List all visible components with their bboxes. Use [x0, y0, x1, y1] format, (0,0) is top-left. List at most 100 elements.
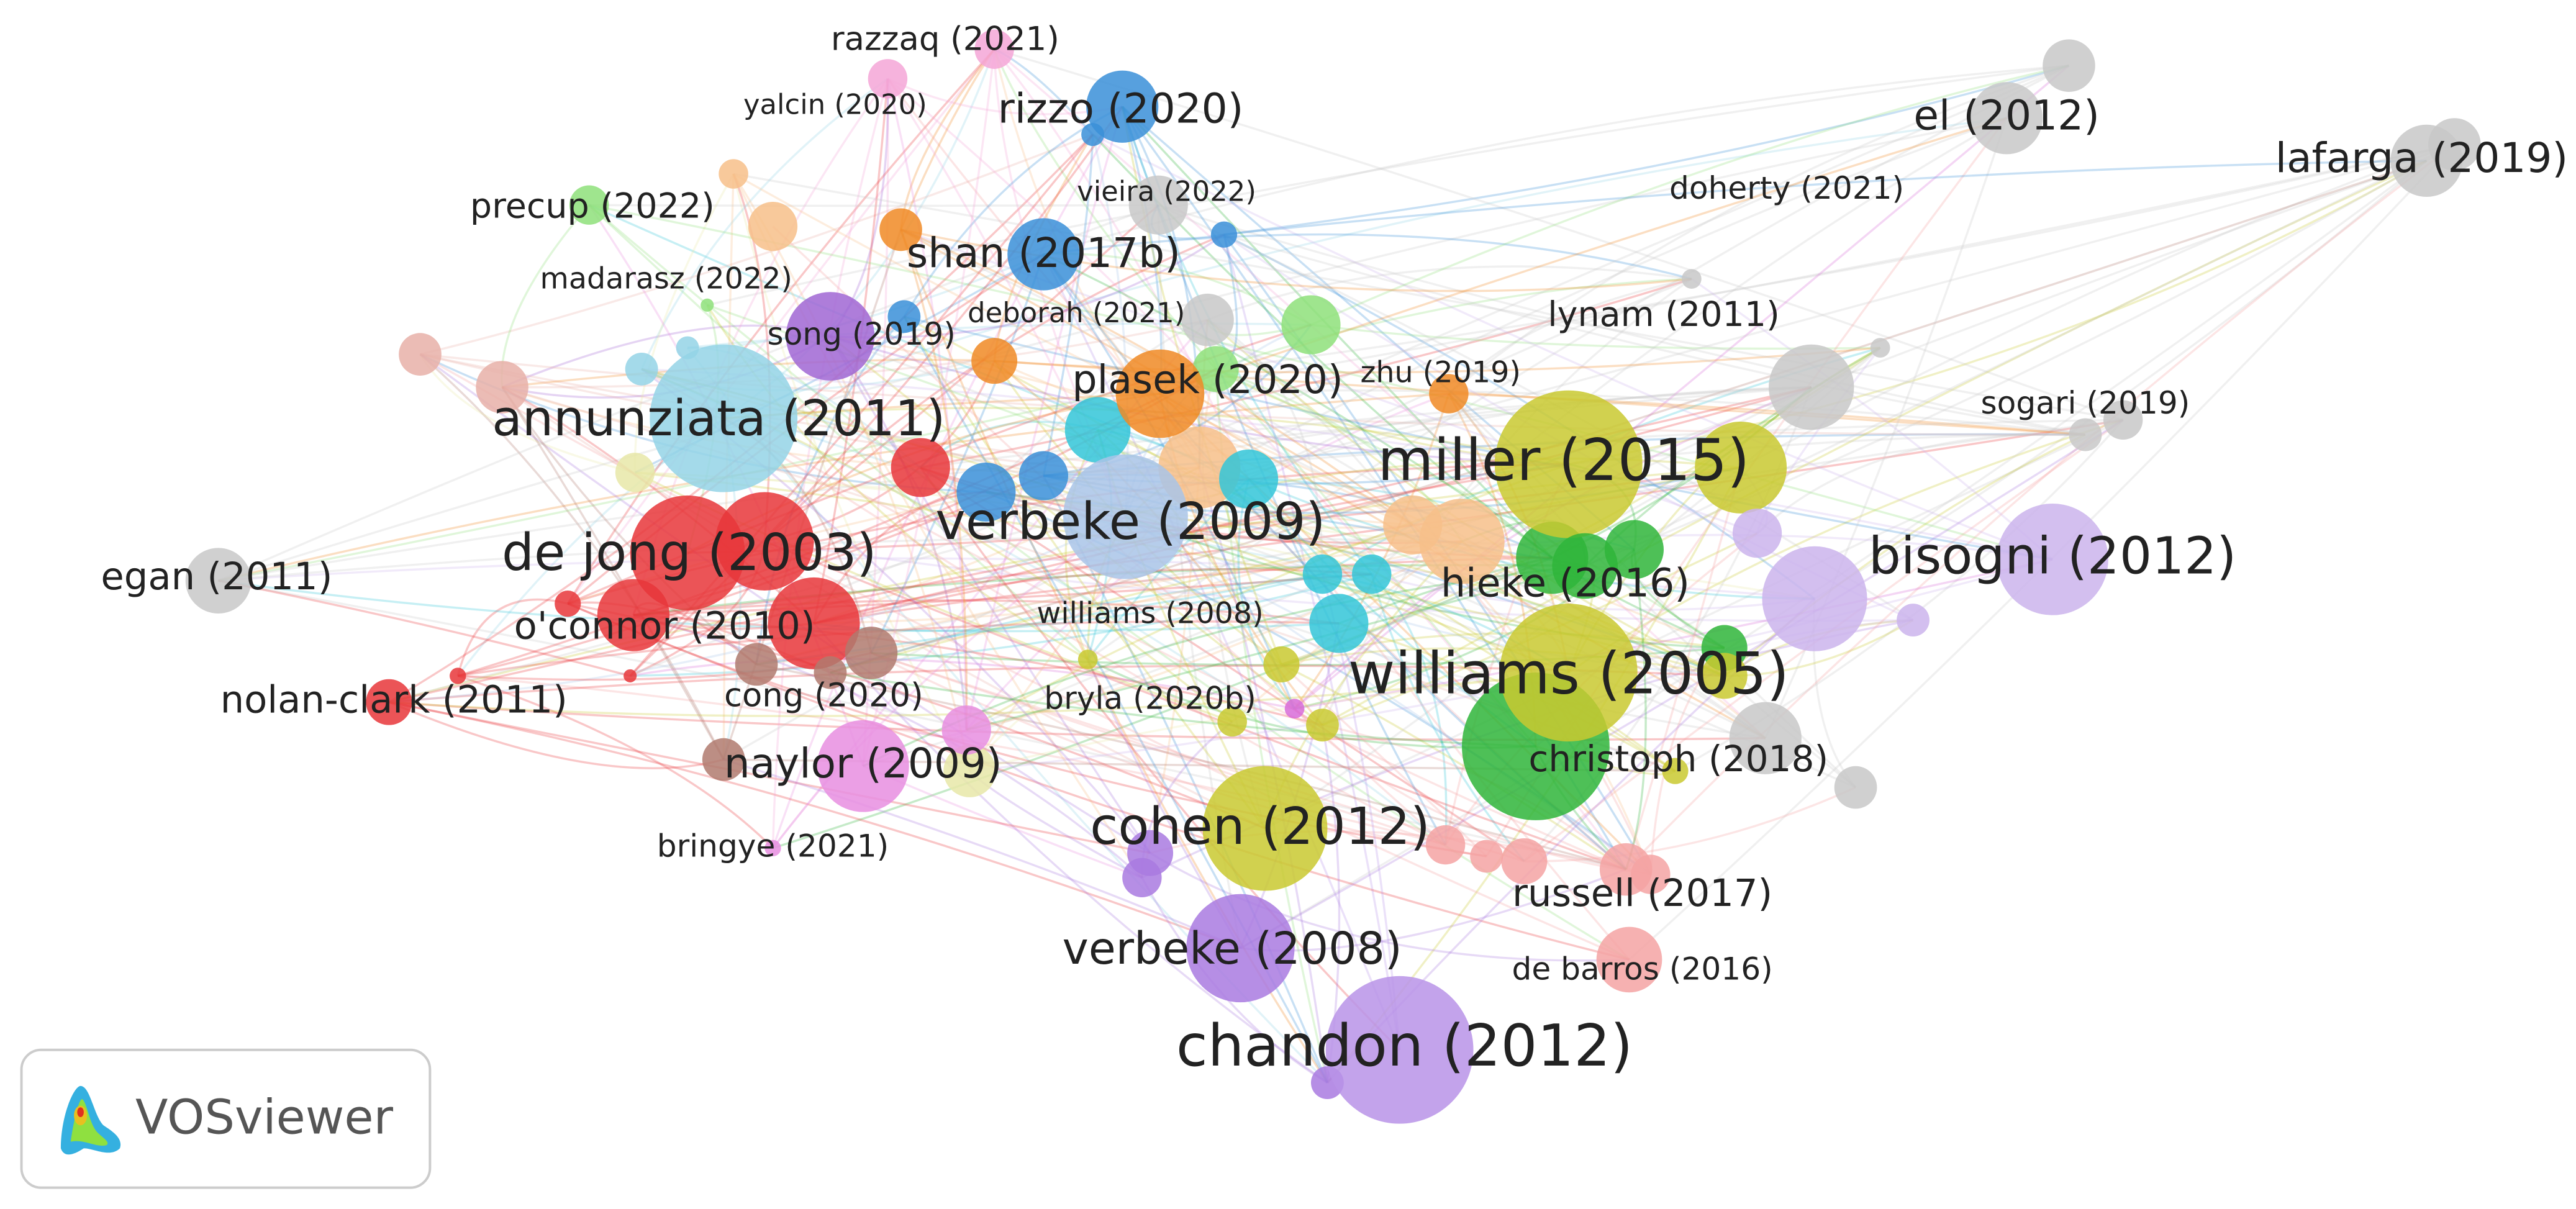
- minor-node: [1897, 604, 1930, 637]
- minor-node: [719, 159, 748, 189]
- node-label: williams (2005): [1348, 640, 1789, 707]
- node-label: miller (2015): [1377, 427, 1749, 494]
- node: [1077, 650, 1098, 669]
- node-label: russell (2017): [1512, 872, 1772, 915]
- minor-node: [1122, 858, 1162, 898]
- minor-node: [702, 738, 745, 781]
- node-label: razzaq (2021): [831, 20, 1059, 58]
- edge: [641, 368, 1856, 789]
- node: [1997, 504, 2108, 615]
- minor-node: [891, 438, 950, 497]
- minor-node: [1834, 766, 1877, 809]
- edge: [764, 540, 1626, 871]
- edge: [1159, 143, 2455, 395]
- node-label: el (2012): [1913, 91, 2100, 139]
- edge: [633, 573, 1372, 617]
- node: [630, 495, 745, 610]
- node-label: bringye (2021): [657, 827, 889, 864]
- edge: [1814, 160, 2428, 600]
- edge: [419, 353, 725, 760]
- edge: [633, 419, 2123, 617]
- edge: [1092, 134, 2053, 561]
- minor-node: [1263, 646, 1300, 682]
- edge: [388, 701, 724, 769]
- node-label: hieke (2016): [1441, 560, 1690, 606]
- edge: [1371, 117, 2007, 575]
- edge: [1294, 708, 1651, 876]
- edge: [456, 598, 568, 676]
- edge: [829, 335, 968, 730]
- edge: [870, 253, 1045, 654]
- edge: [642, 368, 2053, 561]
- minor-node: [1302, 554, 1343, 594]
- minor-node: [624, 669, 637, 682]
- edge: [1198, 467, 1329, 1083]
- edge: [723, 417, 1446, 846]
- edge: [772, 556, 1553, 849]
- edge: [567, 602, 1630, 961]
- node: [1325, 976, 1474, 1124]
- node: [569, 185, 609, 225]
- edge: [1294, 65, 2070, 710]
- edge: [588, 204, 1630, 961]
- edge: [899, 229, 968, 730]
- minor-node: [887, 300, 921, 333]
- edge: [814, 568, 1372, 625]
- edge: [886, 78, 968, 730]
- edge: [1043, 233, 1692, 280]
- edge: [1294, 386, 1812, 710]
- minor-node: [1309, 594, 1369, 653]
- edge: [903, 315, 1266, 830]
- edge: [1568, 433, 2085, 466]
- edge: [986, 491, 1413, 529]
- edge: [994, 48, 2124, 421]
- node-label: bryla (2020b): [1044, 680, 1256, 717]
- minor-node: [1219, 449, 1279, 509]
- node-label: cong (2020): [724, 676, 923, 714]
- node: [1599, 843, 1653, 896]
- minor-node: [2103, 400, 2143, 440]
- minor-node: [1217, 707, 1247, 737]
- minor-node: [2043, 39, 2095, 92]
- node-label: nolan-clark (2011): [220, 678, 568, 722]
- minor-node: [1192, 346, 1239, 392]
- edge: [813, 622, 1328, 1084]
- edge: [641, 368, 1626, 871]
- edge: [589, 204, 2053, 561]
- node: [868, 59, 908, 99]
- node: [366, 679, 412, 725]
- minor-node: [943, 745, 996, 797]
- edge: [830, 335, 1569, 466]
- node-label: cohen (2012): [1090, 797, 1430, 856]
- node: [1494, 390, 1643, 538]
- edge: [1281, 663, 1487, 858]
- edge: [588, 204, 1249, 481]
- minor-node: [1501, 838, 1548, 884]
- node-label: vieira (2022): [1077, 175, 1256, 208]
- edge: [457, 674, 774, 849]
- logo-box: [20, 1048, 432, 1189]
- edge: [707, 64, 2069, 307]
- edge: [830, 671, 1536, 748]
- edge: [218, 117, 2007, 582]
- edge: [566, 48, 995, 605]
- node-label: de jong (2003): [502, 523, 876, 582]
- minor-node: [1732, 508, 1782, 558]
- logo[interactable]: VOSviewer: [20, 1048, 432, 1189]
- edge: [1159, 117, 2007, 395]
- minor-node: [768, 577, 860, 669]
- edge: [1042, 134, 1094, 476]
- edge: [1223, 233, 2086, 436]
- edge: [1087, 65, 2070, 661]
- edge: [419, 353, 1630, 961]
- node: [1682, 269, 1702, 289]
- node-label: lynam (2011): [1548, 295, 1780, 335]
- minor-node: [1018, 451, 1068, 500]
- minor-node: [748, 201, 798, 251]
- edge: [1625, 549, 1647, 870]
- edge: [920, 466, 1525, 863]
- node: [974, 29, 1014, 69]
- edge: [732, 173, 971, 771]
- node-label: christoph (2018): [1528, 738, 1828, 780]
